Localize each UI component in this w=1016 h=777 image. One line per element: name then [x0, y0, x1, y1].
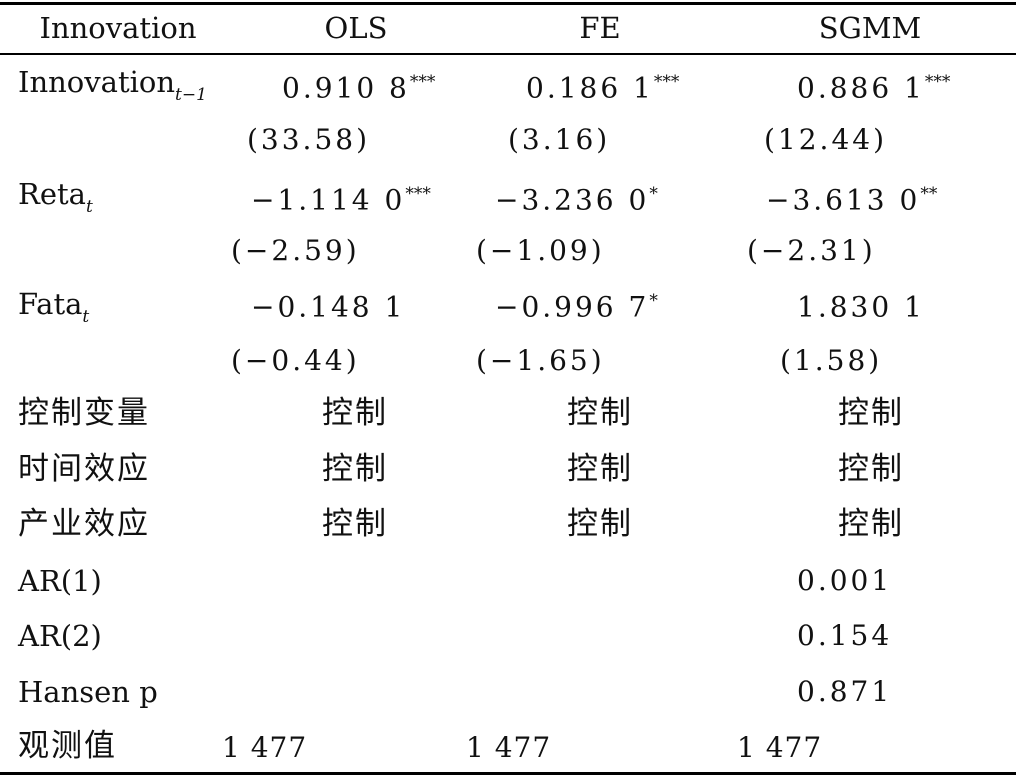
cell-ols: 1 477	[222, 731, 308, 764]
tstat-sgmm: (1.58)	[780, 344, 883, 377]
row-label: Retat	[18, 177, 93, 217]
cell-sgmm: 控制	[838, 395, 904, 431]
header-sgmm: SGMM	[818, 11, 922, 45]
coef-fe: −3.236 0*	[495, 183, 658, 217]
coef-sgmm: −3.613 0**	[766, 183, 938, 217]
cell-sgmm: 1 477	[737, 731, 823, 764]
tstat-fe: (3.16)	[508, 123, 611, 156]
tstat-sgmm: (−2.31)	[747, 234, 876, 267]
tstat-ols: (−2.59)	[231, 234, 360, 267]
header-rule	[0, 53, 1016, 55]
row-label: 观测值	[18, 728, 117, 764]
header-ols: OLS	[324, 11, 388, 45]
cell-fe: 控制	[567, 395, 633, 431]
cell-sgmm: 0.871	[797, 675, 893, 708]
row-label: AR(1)	[18, 564, 102, 598]
coef-fe: 0.186 1***	[526, 71, 680, 105]
coef-ols: 0.910 8***	[282, 71, 436, 105]
cell-fe: 控制	[567, 506, 633, 542]
row-label: 控制变量	[18, 395, 150, 431]
row-label: Fatat	[18, 287, 90, 327]
header-fe: FE	[579, 11, 621, 45]
row-label: Hansen p	[18, 675, 158, 709]
tstat-sgmm: (12.44)	[764, 123, 888, 156]
row-label: 产业效应	[18, 506, 150, 542]
coef-sgmm: 0.886 1***	[797, 71, 951, 105]
coef-fe: −0.996 7*	[495, 290, 658, 324]
top-rule	[0, 2, 1016, 5]
tstat-ols: (−0.44)	[231, 344, 360, 377]
cell-ols: 控制	[322, 506, 388, 542]
cell-sgmm: 控制	[838, 451, 904, 487]
bottom-rule	[0, 772, 1016, 775]
cell-ols: 控制	[322, 395, 388, 431]
cell-ols: 控制	[322, 451, 388, 487]
cell-sgmm: 0.154	[797, 619, 893, 652]
tstat-ols: (33.58)	[247, 123, 371, 156]
tstat-fe: (−1.09)	[476, 234, 605, 267]
row-label: 时间效应	[18, 451, 150, 487]
coef-ols: −0.148 1	[251, 290, 406, 324]
header-innovation: Innovation	[39, 11, 197, 45]
cell-fe: 控制	[567, 451, 633, 487]
row-label: AR(2)	[18, 619, 102, 653]
coef-sgmm: 1.830 1	[797, 290, 925, 324]
coef-ols: −1.114 0***	[251, 183, 431, 217]
cell-fe: 1 477	[466, 731, 552, 764]
tstat-fe: (−1.65)	[476, 344, 605, 377]
row-label: Innovationt−1	[18, 65, 207, 105]
cell-sgmm: 0.001	[797, 564, 893, 597]
cell-sgmm: 控制	[838, 506, 904, 542]
